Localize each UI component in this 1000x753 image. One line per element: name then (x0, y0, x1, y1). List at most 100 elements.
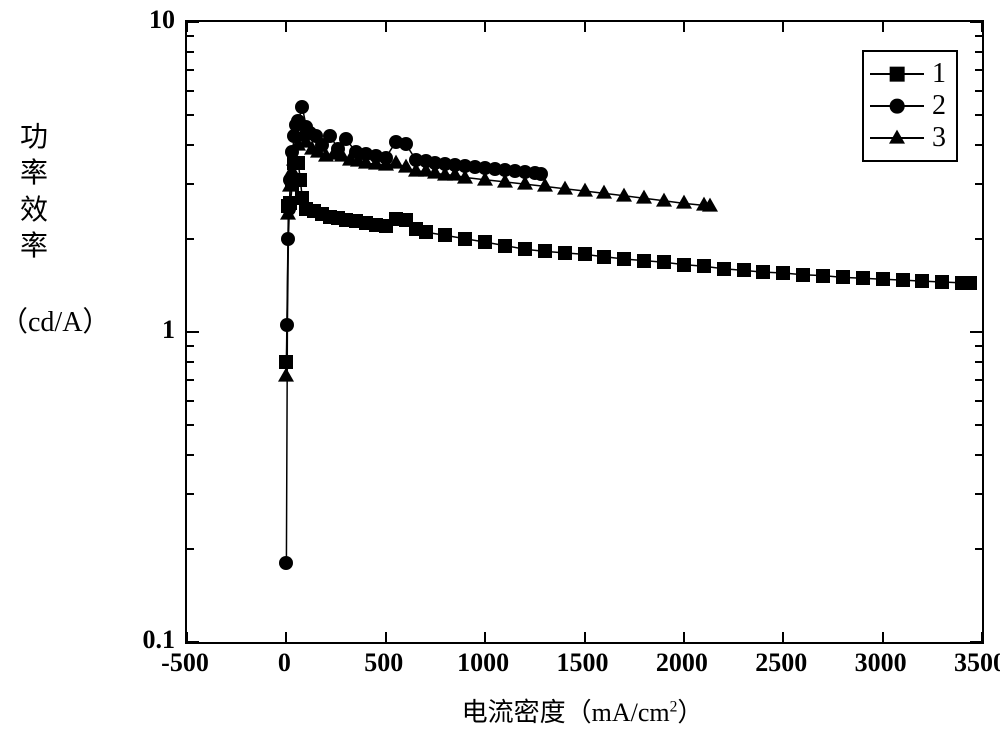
series-marker-1 (963, 276, 977, 290)
x-tick (285, 22, 287, 32)
y-minor-tick (975, 90, 982, 92)
series-marker-2 (339, 132, 353, 146)
y-minor-tick (975, 183, 982, 185)
series-marker-3 (557, 180, 573, 194)
legend-marker-square (890, 67, 905, 82)
series-marker-1 (856, 271, 870, 285)
legend: 123 (862, 50, 958, 162)
series-marker-1 (737, 263, 751, 277)
series-marker-1 (896, 273, 910, 287)
x-axis-label: 电流密度（mA/cm2） (462, 692, 704, 729)
x-tick (186, 22, 188, 32)
series-marker-1 (876, 272, 890, 286)
x-tick (782, 632, 784, 642)
x-tick (683, 632, 685, 642)
series-marker-1 (597, 250, 611, 264)
x-tick (385, 22, 387, 32)
y-minor-tick (187, 454, 194, 456)
x-tick-label: 2500 (755, 648, 807, 678)
series-marker-1 (438, 228, 452, 242)
series-marker-2 (280, 318, 294, 332)
y-minor-tick (187, 144, 194, 146)
series-marker-3 (636, 190, 652, 204)
y-minor-tick (187, 493, 194, 495)
y-minor-tick (975, 424, 982, 426)
series-marker-2 (279, 556, 293, 570)
legend-marker-circle (890, 99, 905, 114)
x-tick (584, 632, 586, 642)
y-minor-tick (975, 114, 982, 116)
series-marker-1 (578, 247, 592, 261)
y-tick (187, 331, 199, 333)
series-marker-1 (915, 274, 929, 288)
y-minor-tick (975, 35, 982, 37)
series-marker-1 (796, 268, 810, 282)
y-minor-tick (975, 454, 982, 456)
series-marker-1 (836, 270, 850, 284)
y-minor-tick (975, 144, 982, 146)
legend-label: 1 (932, 58, 946, 90)
series-marker-1 (558, 246, 572, 260)
series-marker-1 (677, 258, 691, 272)
legend-label: 3 (932, 122, 946, 154)
y-tick-label: 10 (149, 5, 175, 35)
y-minor-tick (187, 361, 194, 363)
series-marker-2 (281, 232, 295, 246)
y-minor-tick (187, 379, 194, 381)
y-minor-tick (187, 424, 194, 426)
series-marker-3 (278, 368, 294, 382)
x-tick (882, 22, 884, 32)
y-label-char: 率 (20, 229, 48, 265)
legend-line (870, 137, 924, 139)
y-minor-tick (975, 493, 982, 495)
x-tick (584, 22, 586, 32)
legend-label: 2 (932, 90, 946, 122)
series-marker-3 (656, 192, 672, 206)
y-tick (970, 21, 982, 23)
x-tick (484, 632, 486, 642)
series-marker-1 (717, 262, 731, 276)
y-tick (187, 641, 199, 643)
series-marker-3 (517, 176, 533, 190)
x-tick (484, 22, 486, 32)
series-marker-3 (282, 178, 298, 192)
legend-line (870, 105, 924, 107)
x-tick-label: 500 (364, 648, 403, 678)
y-minor-tick (975, 361, 982, 363)
series-marker-3 (477, 171, 493, 185)
y-minor-tick (187, 183, 194, 185)
y-tick-label: 1 (162, 315, 175, 345)
y-minor-tick (187, 90, 194, 92)
x-tick-label: 3500 (954, 648, 1000, 678)
x-tick (285, 632, 287, 642)
series-marker-1 (935, 275, 949, 289)
x-tick-label: 3000 (855, 648, 907, 678)
series-marker-1 (498, 239, 512, 253)
series-marker-2 (295, 100, 309, 114)
series-marker-3 (457, 169, 473, 183)
y-tick (970, 641, 982, 643)
y-tick (187, 21, 199, 23)
y-minor-tick (975, 238, 982, 240)
legend-item: 1 (870, 58, 946, 90)
series-marker-3 (280, 206, 296, 220)
y-minor-tick (975, 379, 982, 381)
chart-container: 123 功率效率 （cd/A） 电流密度（mA/cm2） -5000500100… (0, 0, 1000, 753)
series-marker-1 (697, 259, 711, 273)
legend-item: 3 (870, 122, 946, 154)
series-marker-1 (538, 244, 552, 258)
y-minor-tick (975, 548, 982, 550)
series-marker-1 (518, 242, 532, 256)
series-marker-3 (676, 195, 692, 209)
x-tick-label: 0 (278, 648, 291, 678)
series-marker-1 (478, 235, 492, 249)
x-tick (882, 632, 884, 642)
series-marker-3 (497, 173, 513, 187)
y-label-char: 功 (20, 120, 48, 156)
y-minor-tick (975, 51, 982, 53)
x-tick (385, 632, 387, 642)
y-axis-unit: （cd/A） (0, 300, 110, 340)
series-marker-3 (596, 185, 612, 199)
x-tick (981, 22, 983, 32)
y-label-char: 效 (20, 193, 48, 229)
